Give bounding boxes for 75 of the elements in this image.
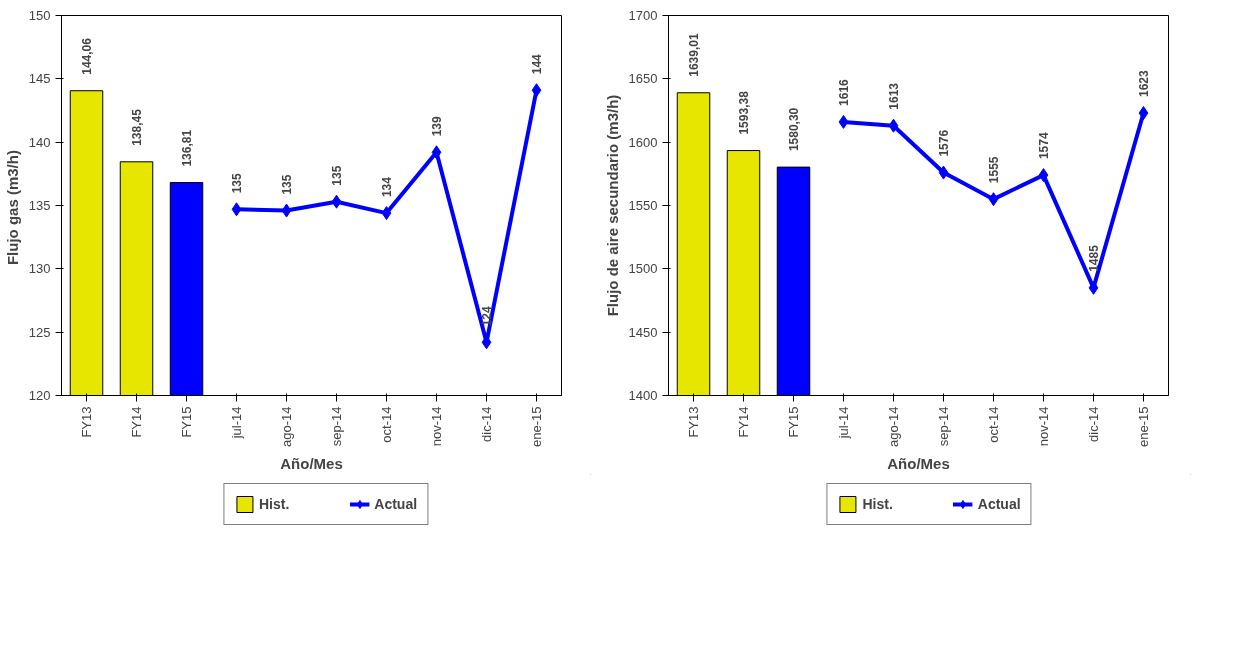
x-tick-label: FY15 [179,406,194,438]
x-tick-label: nov-14 [429,406,444,447]
x-tick-label: oct-14 [986,406,1001,443]
y-tick-label: 125 [28,324,51,340]
x-tick-label: ene-15 [529,406,544,447]
data-label: 124 [480,305,494,327]
y-tick-label: 1500 [628,261,658,277]
point [1138,106,1149,121]
legend-label: Hist. [258,496,290,512]
x-tick-label: ago-14 [886,406,901,447]
data-label: 1555 [987,156,1001,184]
data-label: 144,06 [80,37,94,75]
y-tick-label: 140 [28,134,51,150]
data-label: 1616 [837,78,851,106]
y-tick-label: 150 [28,8,51,23]
legend-label: Hist. [862,496,893,512]
x-tick-label: jul-14 [229,406,244,440]
data-label: 1613 [887,82,901,110]
data-label: 136,81 [180,129,194,167]
x-tick-label: dic-14 [1086,406,1101,442]
x-tick-label: sep-14 [936,406,951,447]
data-label: 144 [530,53,544,75]
y-axis-title: Flujo de aire secundario (m3/h) [603,94,621,317]
x-tick-label: FY14 [129,406,144,438]
x-tick-label: jul-14 [836,406,851,440]
y-tick-label: 1450 [628,324,658,340]
point [1038,168,1049,183]
y-tick-label: 120 [28,388,51,403]
x-tick-label: oct-14 [379,406,394,443]
point [988,192,999,207]
x-tick-label: ago-14 [279,406,294,447]
data-label: 1593,38 [737,90,751,135]
data-label: 135 [280,174,294,195]
data-label: 1580,30 [787,107,801,152]
y-tick-label: 130 [28,261,51,277]
x-tick-label: FY13 [686,406,701,438]
point [431,145,442,160]
data-label: 1639,01 [687,33,701,77]
point [231,202,242,217]
point [938,165,949,180]
y-tick-label: 1550 [628,198,658,213]
point [1088,280,1099,295]
x-tick-label: FY13 [79,406,94,438]
data-label: 139 [430,115,444,137]
y-tick-label: 135 [28,198,51,213]
data-label: 1623 [1137,70,1151,98]
x-tick-label: FY14 [736,406,751,438]
y-tick-label: 1650 [628,71,658,87]
point [888,118,899,133]
x-tick-label: dic-14 [479,406,494,442]
legend-label: Actual [977,496,1021,512]
x-axis-title: Año/Mes [887,454,950,472]
x-tick-label: sep-14 [329,406,344,447]
data-label: 1576 [937,129,951,157]
legend-label: Actual [374,496,418,512]
y-tick-label: 1700 [628,8,658,23]
point [838,114,849,129]
data-label: 135 [230,172,244,194]
x-tick-label: nov-14 [1036,406,1051,447]
x-axis-title: Año/Mes [280,454,343,472]
point [281,203,292,218]
point [531,83,542,98]
y-tick-label: 1600 [628,134,658,150]
data-label: 1574 [1037,132,1051,160]
y-tick-label: 1400 [628,388,658,403]
y-axis-title: Flujo gas (m3/h) [3,150,21,266]
data-label: 1485 [1087,244,1101,272]
point [381,206,392,221]
data-label: 134 [380,176,394,198]
y-tick-label: 145 [28,71,51,87]
data-label: 135 [330,165,344,186]
data-label: 138,45 [130,108,144,146]
x-tick-label: ene-15 [1136,406,1151,447]
x-tick-label: FY15 [786,406,801,438]
point [331,194,342,209]
